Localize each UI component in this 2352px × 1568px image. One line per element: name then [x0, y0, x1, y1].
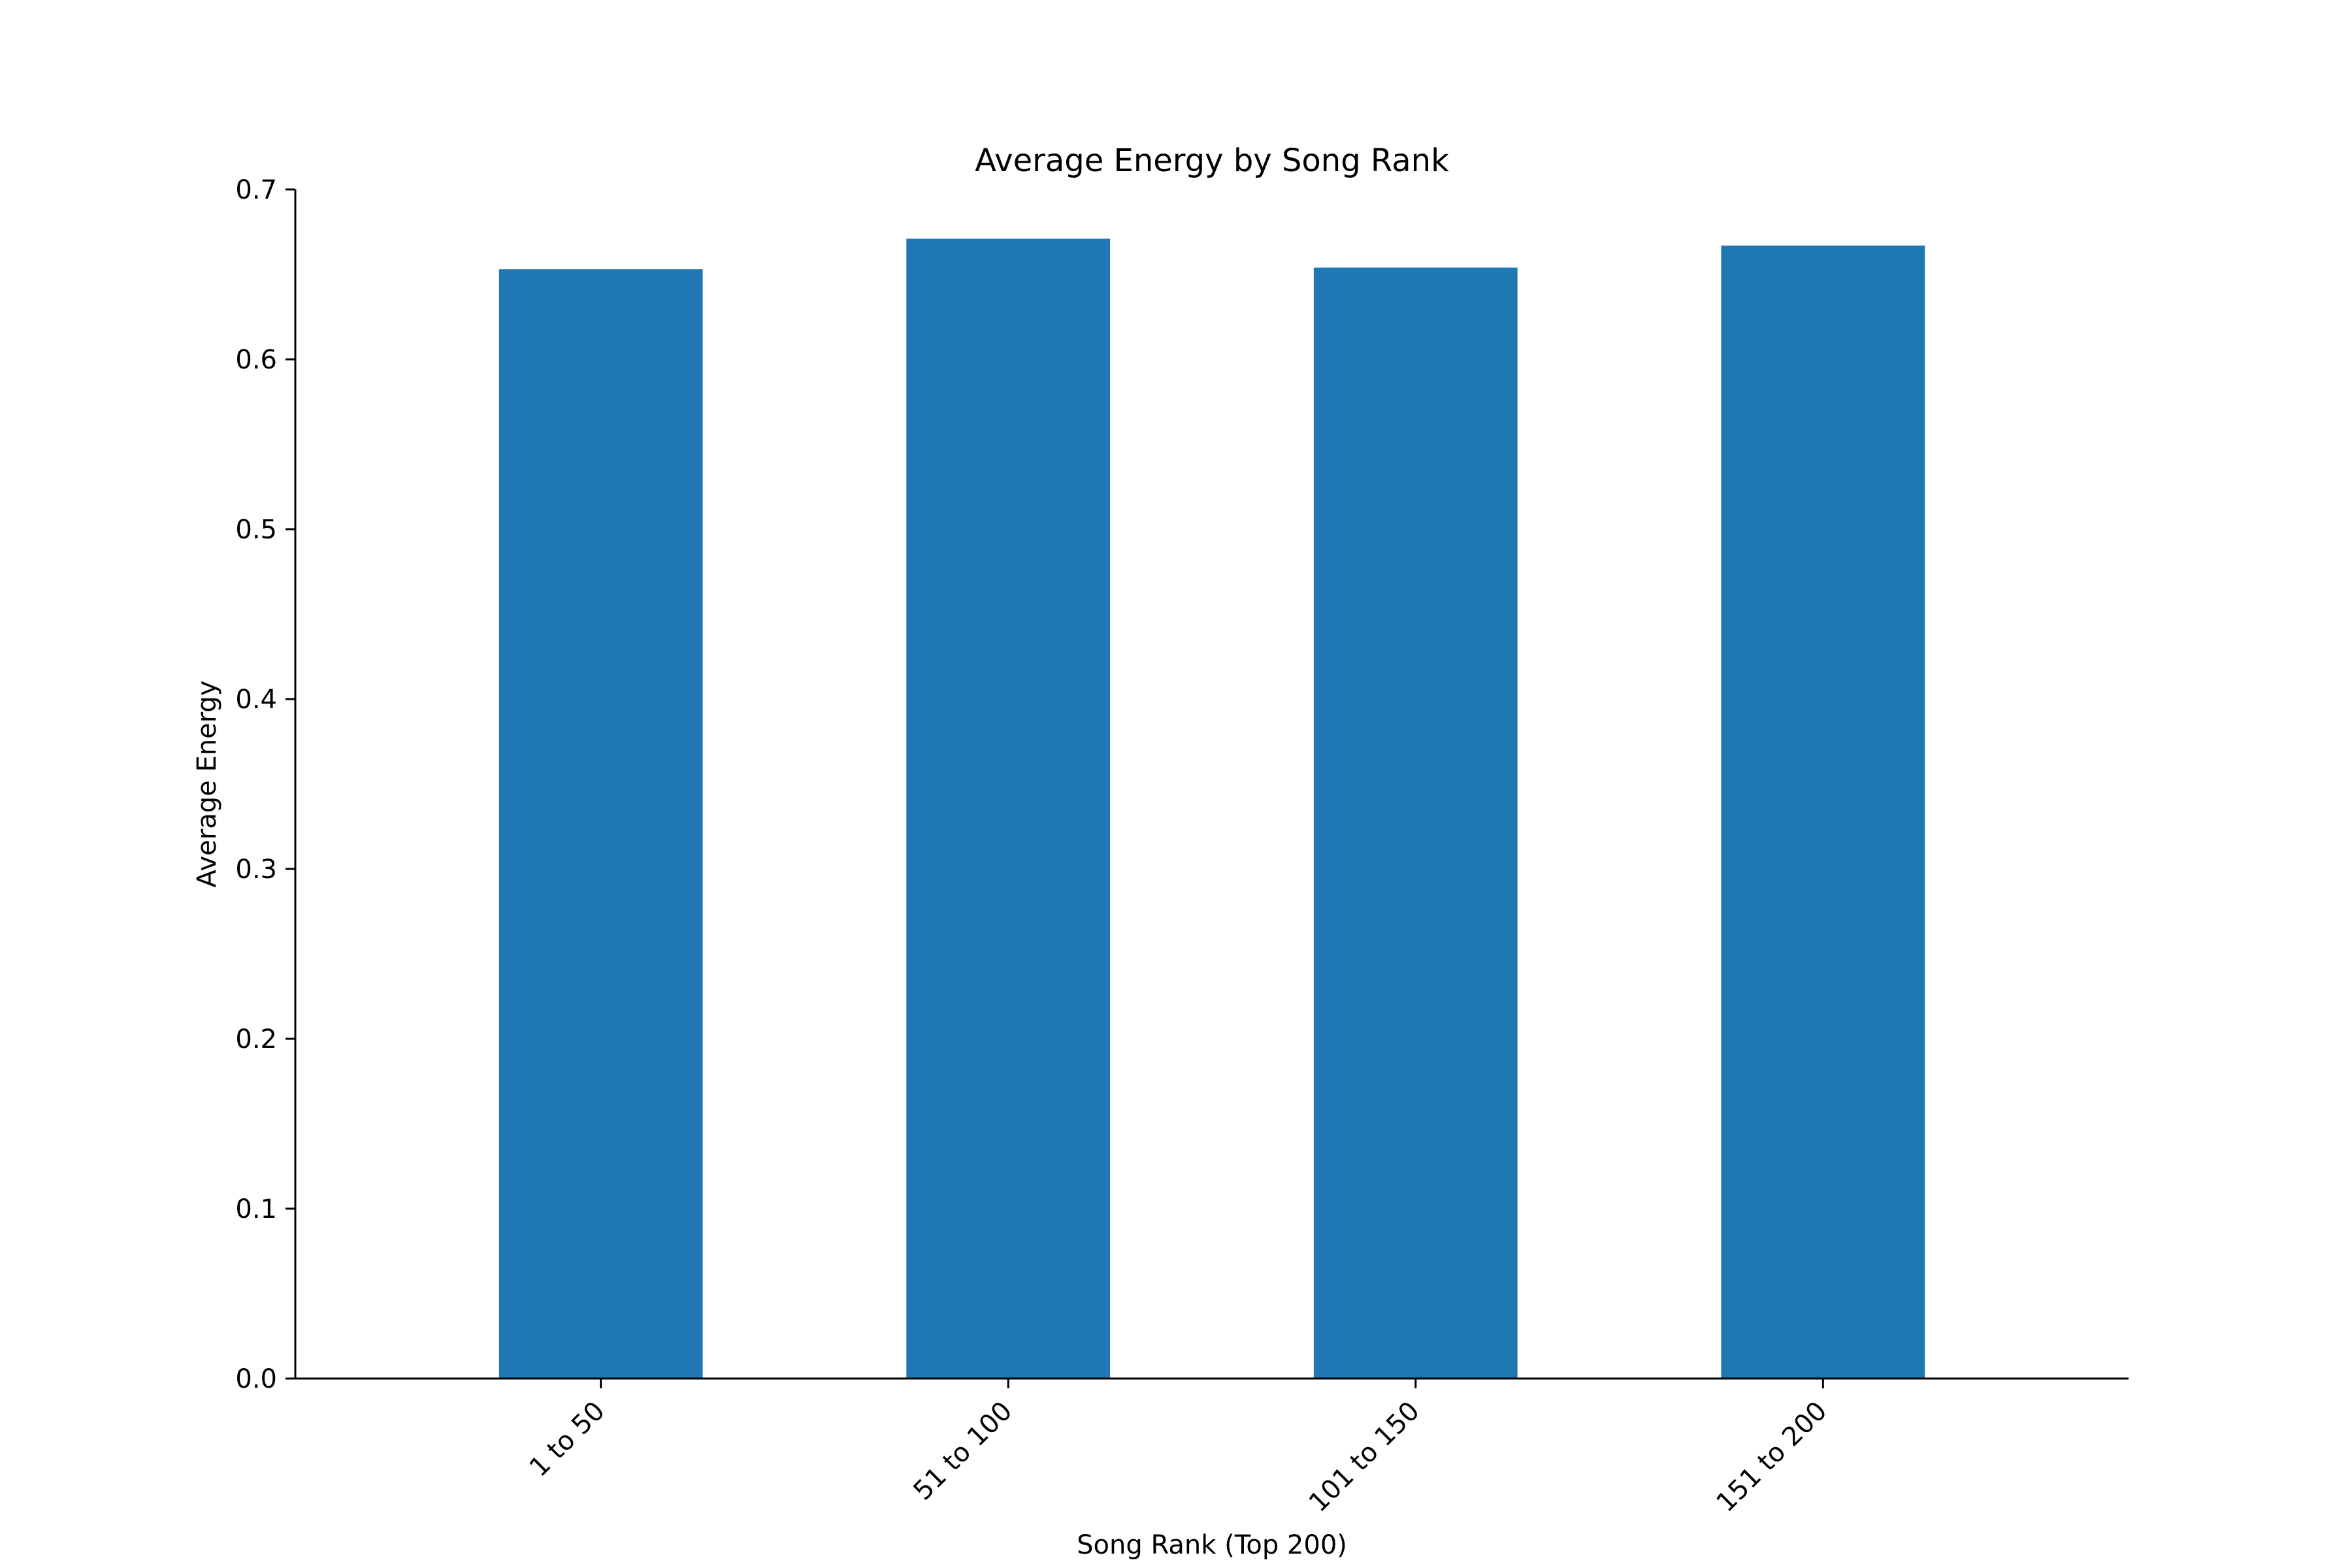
bar-3 — [1313, 267, 1518, 1379]
x-tick-label: 51 to 100 — [907, 1396, 1018, 1507]
y-axis-ticks: 0.0 0.1 0.2 0.3 0.4 0.5 0.6 0.7 — [235, 175, 295, 1394]
x-tick-label: 101 to 150 — [1303, 1396, 1426, 1518]
chart-title: Average Energy by Song Rank — [975, 142, 1449, 179]
y-tick-label: 0.1 — [235, 1194, 277, 1224]
x-tick-label: 151 to 200 — [1711, 1396, 1833, 1518]
x-tick-label: 1 to 50 — [524, 1396, 611, 1483]
bars — [498, 238, 1925, 1379]
y-tick-label: 0.3 — [235, 855, 277, 885]
y-tick-label: 0.7 — [235, 175, 277, 205]
bar-1 — [498, 269, 703, 1379]
x-axis-ticks: 1 to 50 51 to 100 101 to 150 151 to 200 — [524, 1379, 1833, 1518]
y-tick-label: 0.5 — [235, 515, 277, 545]
y-tick-label: 0.0 — [235, 1364, 277, 1394]
y-tick-label: 0.2 — [235, 1024, 277, 1054]
y-tick-label: 0.4 — [235, 685, 277, 715]
y-tick-label: 0.6 — [235, 345, 277, 375]
bar-2 — [906, 238, 1111, 1379]
x-axis-label: Song Rank (Top 200) — [1077, 1530, 1347, 1560]
y-axis-label: Average Energy — [192, 680, 222, 887]
bar-4 — [1721, 245, 1925, 1379]
